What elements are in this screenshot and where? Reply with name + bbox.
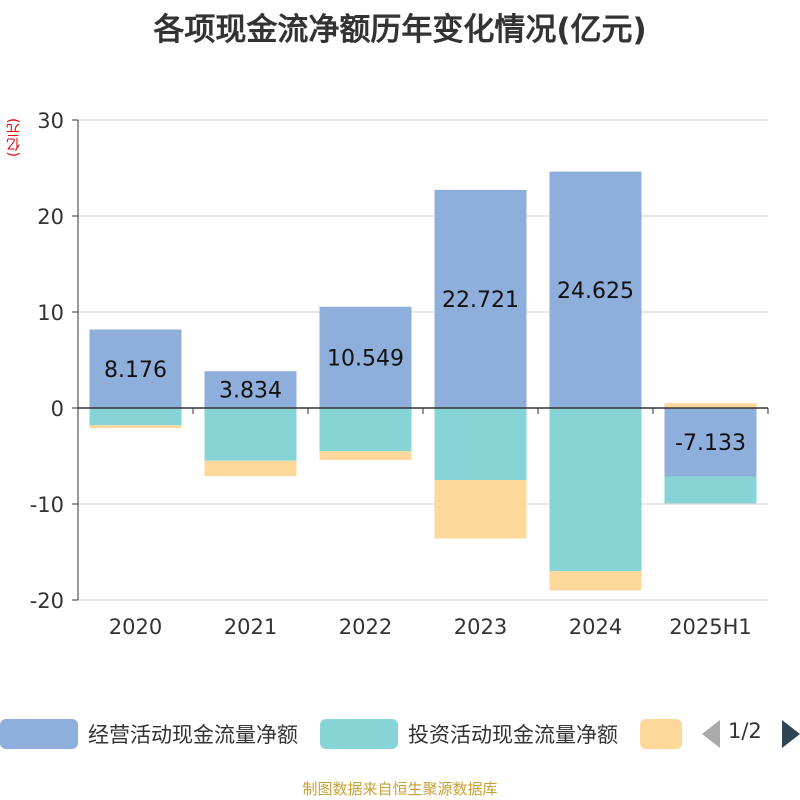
x-tick-label-2021: 2021 [224,615,277,639]
bar-3-2025H1 [664,403,757,408]
legend-item-third[interactable] [640,716,692,752]
bar-3-2022 [319,451,412,460]
chart-title: 各项现金流净额历年变化情况(亿元) [153,12,647,48]
bar-2-2025H1 [664,476,757,504]
bar-1-2023 [434,189,527,408]
x-tick-label-2024: 2024 [569,615,622,639]
y-tick-label: 30 [37,109,64,133]
legend-swatch-third [640,719,682,749]
x-tick-label-2023: 2023 [454,615,507,639]
legend-next-page-icon[interactable] [782,720,800,748]
data-source-note: 制图数据来自恒生聚源数据库 [302,780,498,798]
bar-2-2024 [549,408,642,572]
bar-2-2020 [89,408,182,426]
legend: 经营活动现金流量净额 投资活动现金流量净额 1/2 [0,716,800,756]
legend-label-investing: 投资活动现金流量净额 [408,723,618,747]
data-label-2024: 24.625 [557,279,634,304]
bar-3-2023 [434,480,527,539]
bar-1-2020 [89,329,182,408]
bar-1-2022 [319,306,412,408]
data-label-2021: 3.834 [219,379,282,404]
bar-2-2023 [434,408,527,480]
data-label-2022: 10.549 [327,346,404,371]
y-tick-label: 20 [37,205,64,229]
bar-3-2021 [204,460,297,477]
bar-3-2024 [549,571,642,591]
bar-1-2024 [549,171,642,408]
legend-prev-page-icon[interactable] [702,720,720,748]
y-tick-label: 10 [37,301,64,325]
data-label-2023: 22.721 [442,288,519,313]
legend-item-operating[interactable]: 经营活动现金流量净额 [0,716,298,752]
x-tick-label-2025H1: 2025H1 [669,615,752,639]
bar-3-2020 [89,425,182,429]
legend-label-operating: 经营活动现金流量净额 [88,723,298,747]
y-tick-label: -20 [30,589,64,613]
data-label-2025H1: -7.133 [675,431,746,456]
data-label-2020: 8.176 [104,358,167,383]
x-tick-label-2020: 2020 [109,615,162,639]
legend-swatch-operating [0,719,78,749]
bar-2-2022 [319,408,412,452]
bar-2-2021 [204,408,297,461]
legend-item-investing[interactable]: 投资活动现金流量净额 [320,716,618,752]
y-tick-label: -10 [30,493,64,517]
bar-1-2021 [204,371,297,408]
legend-swatch-investing [320,719,398,749]
y-tick-label: 0 [51,397,64,421]
bar-1-2025H1 [664,408,757,477]
legend-page-indicator: 1/2 [728,719,762,743]
stacked-bar-chart: -20 -10 0 10 20 30 8.176 3.834 10.549 22.721 24.62… [30,109,769,639]
x-tick-label-2022: 2022 [339,615,392,639]
